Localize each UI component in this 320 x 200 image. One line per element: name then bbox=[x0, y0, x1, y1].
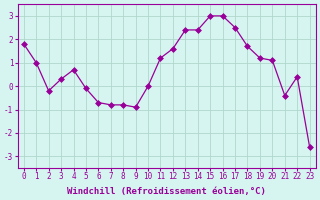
X-axis label: Windchill (Refroidissement éolien,°C): Windchill (Refroidissement éolien,°C) bbox=[67, 187, 266, 196]
